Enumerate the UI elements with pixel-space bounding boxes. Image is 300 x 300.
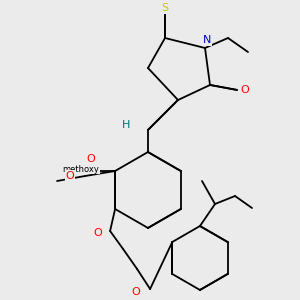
Text: S: S <box>161 3 169 13</box>
Text: O: O <box>132 287 140 297</box>
Text: O: O <box>87 154 95 164</box>
Text: N: N <box>203 35 211 45</box>
Text: O: O <box>94 228 103 238</box>
Text: H: H <box>122 120 130 130</box>
Text: methoxy: methoxy <box>63 164 100 173</box>
Text: O: O <box>241 85 249 95</box>
Text: O: O <box>66 171 74 181</box>
